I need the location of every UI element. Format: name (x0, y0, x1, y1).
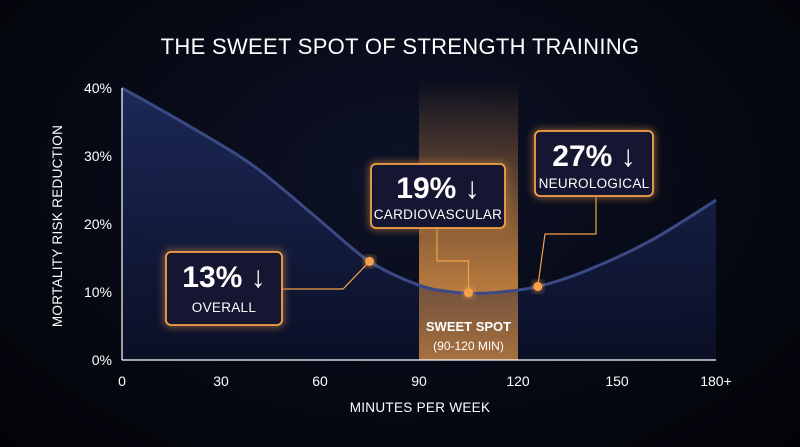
y-axis-label: MORTALITY RISK REDUCTION (50, 125, 65, 327)
data-point-marker (365, 256, 374, 266)
data-point-marker (464, 288, 473, 298)
connector-layer (282, 196, 597, 293)
callout-frame (165, 251, 283, 326)
callout-frame (370, 163, 506, 229)
series-line (121, 86, 717, 295)
x-tick-label: 30 (213, 373, 229, 389)
y-tick-label: 0% (92, 352, 112, 368)
x-tick-label: 120 (506, 373, 530, 389)
marker-layer (365, 256, 543, 298)
sweet-spot-sublabel: (90-120 MIN) (433, 339, 504, 353)
callout-frame (534, 130, 654, 197)
connector-line (282, 260, 370, 290)
y-tick-label: 30% (84, 148, 112, 164)
x-tick-label: 60 (312, 373, 328, 389)
callout-box: 19% ↓ CARDIOVASCULAR (370, 163, 506, 229)
y-tick-label: 10% (84, 284, 112, 300)
callout-layer: 13% ↓ OVERALL 19% ↓ CARDIOVASCULAR 27% ↓ NEUR… (165, 130, 654, 326)
callout-value: 19% ↓ (396, 172, 479, 205)
callout-box: 27% ↓ NEUROLOGICAL (534, 130, 654, 197)
data-point-marker (533, 282, 543, 292)
callout-category: OVERALL (192, 300, 257, 315)
callout-box: 13% ↓ OVERALL (165, 251, 283, 326)
axis-layer: 0 30 60 90 120 150 180+ 0% 10% 20% 30% 40% (84, 80, 732, 389)
y-tick-label: 20% (84, 216, 112, 232)
callout-category: NEUROLOGICAL (539, 176, 650, 191)
x-axis-label: MINUTES PER WEEK (350, 400, 491, 415)
callout-value: 27% ↓ (552, 140, 635, 173)
callout-category: CARDIOVASCULAR (374, 207, 502, 222)
connector-line (436, 228, 470, 293)
x-tick-label: 150 (605, 373, 629, 389)
connector-line (537, 196, 597, 287)
callout-value: 13% ↓ (182, 261, 265, 294)
x-tick-label: 0 (118, 373, 126, 389)
x-tick-label: 180+ (700, 373, 732, 389)
chart-title: THE SWEET SPOT OF STRENGTH TRAINING (161, 34, 640, 59)
x-tick-label: 90 (411, 373, 427, 389)
sweet-spot-label: SWEET SPOT (426, 319, 511, 334)
y-tick-label: 40% (84, 80, 112, 96)
